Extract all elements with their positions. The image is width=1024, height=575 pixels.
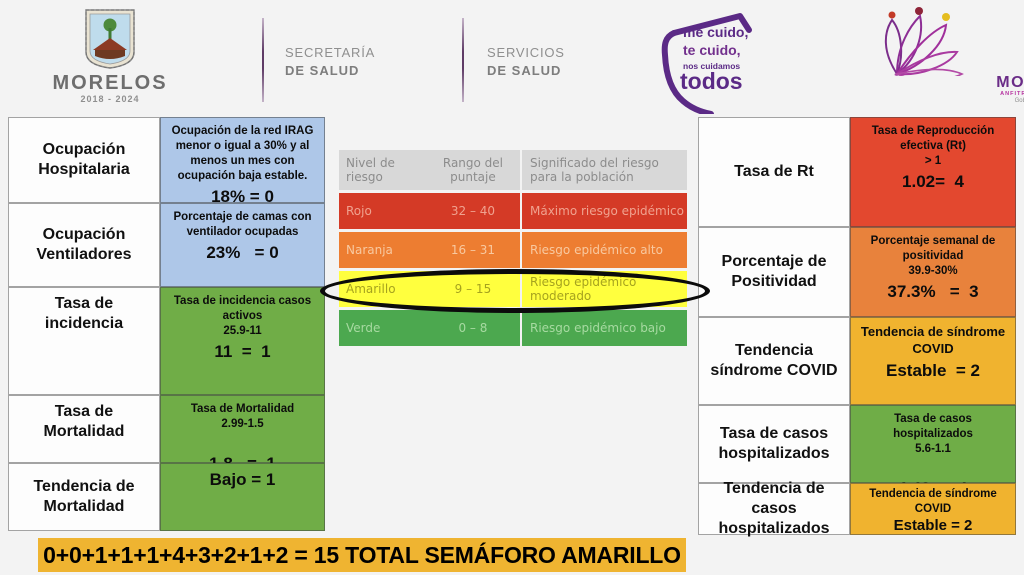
left-row-label: Ocupación Ventiladores (8, 203, 160, 287)
cell-value: 18% = 0 (211, 186, 274, 206)
me-cuido-line2: te cuido, (683, 42, 741, 58)
secretaria-line2: DE SALUD (285, 62, 360, 78)
right-indicators-table: Tasa de Rt Tasa de Reproducción efectiva… (698, 117, 1016, 537)
risk-legend-table: Nivel de riesgo Rango del puntaje Signif… (339, 150, 687, 346)
servicios-line2: DE SALUD (487, 62, 562, 78)
cell-description: Tasa de casos hospitalizados (893, 413, 973, 440)
cell-description: Tasa de incidencia casos activos (173, 295, 312, 322)
secretaria-line1: SECRETARÍA (285, 45, 376, 60)
cell-range: > 1 (924, 154, 942, 167)
risk-header-meaning: Significado del riesgo para la población (522, 150, 687, 190)
risk-row-left: Naranja 16 – 31 (339, 232, 520, 268)
cell-description: Ocupación de la red IRAG menor o igual a… (171, 125, 314, 182)
left-row-label: Tasa de incidencia (8, 287, 160, 395)
right-row-label: Tasa de casos hospitalizados (698, 405, 850, 483)
risk-header-left: Nivel de riesgo Rango del puntaje (339, 150, 520, 190)
cell-value: 23% = 0 (206, 242, 279, 262)
risk-row-left: Verde 0 – 8 (339, 310, 520, 346)
right-row-value-cell: Tasa de casos hospitalizados 5.6-1.1 4.4… (850, 405, 1016, 498)
cell-value: 11 = 1 (214, 341, 271, 361)
cell-value: Estable = 2 (893, 516, 973, 534)
risk-level: Verde (346, 321, 381, 335)
right-row-label: Tendencia síndrome COVID (698, 317, 850, 405)
risk-meaning: Riesgo epidémico alto (522, 232, 687, 268)
cell-description: Tendencia de síndrome COVID (860, 324, 1006, 356)
cell-description: Porcentaje de camas con ventilador ocupa… (173, 211, 312, 238)
right-row-value-cell: Tendencia de síndrome COVID Estable = 2 (850, 317, 1016, 405)
lotus-line3: Gobierno del Estado (1014, 98, 1024, 104)
coat-title: MORELOS (52, 72, 168, 94)
cell-description: Tasa de Reproducción efectiva (Rt) (871, 125, 995, 152)
lotus-line4: 2018 2024 (980, 105, 1024, 111)
cell-range: 39.9-30% (908, 264, 958, 277)
risk-header-level: Nivel de riesgo (346, 156, 395, 184)
left-row-label: Ocupación Hospitalaria (8, 117, 160, 203)
risk-range: 32 – 40 (450, 204, 496, 218)
left-indicators-table: Ocupación Hospitalaria Ocupación de la r… (8, 117, 325, 531)
risk-meaning: Riesgo epidémico bajo (522, 310, 687, 346)
lotus-flower-icon (884, 7, 964, 81)
right-row-value-cell: Porcentaje semanal de positividad 39.9-3… (850, 227, 1016, 317)
me-cuido-line3: nos cuidamos (683, 61, 741, 71)
right-row-value-cell: Tasa de Reproducción efectiva (Rt) > 1 1… (850, 117, 1016, 227)
left-row-label: Tasa de Mortalidad (8, 395, 160, 463)
secretaria-de-salud-wordmark: SECRETARÍA DE SALUD (285, 44, 375, 79)
risk-header-range: Rango del puntaje (442, 156, 504, 184)
risk-row-left: Rojo 32 – 40 (339, 193, 520, 229)
header-divider (462, 18, 464, 102)
servicios-de-salud-wordmark: SERVICIOS DE SALUD (487, 44, 565, 79)
cell-description: Porcentaje semanal de positividad (870, 235, 996, 262)
morelos-anfitrion-logo: MORELOS ANFITRIÓN DEL MUNDO Gobierno del… (856, 6, 1024, 114)
cell-value: Bajo = 1 (209, 470, 276, 489)
left-row-value-cell: Bajo = 1 (160, 463, 325, 531)
lotus-title: MORELOS (996, 74, 1024, 91)
total-semaforo-banner: 0+0+1+1+1+4+3+2+1+2 = 15 TOTAL SEMÁFORO … (38, 538, 686, 572)
cell-description: Tasa de Mortalidad (190, 403, 295, 415)
risk-range: 0 – 8 (458, 321, 488, 335)
right-row-label: Porcentaje de Positividad (698, 227, 850, 317)
cell-value: Estable = 2 (885, 360, 981, 380)
coat-subtitle: 2018 - 2024 (80, 94, 140, 104)
left-row-value-cell: Tasa de incidencia casos activos 25.9-11… (160, 287, 325, 395)
me-cuido-line1: me cuido, (683, 24, 749, 40)
risk-level: Naranja (346, 243, 393, 257)
risk-range: 16 – 31 (450, 243, 496, 257)
left-row-value-cell: Porcentaje de camas con ventilador ocupa… (160, 203, 325, 287)
servicios-line1: SERVICIOS (487, 45, 565, 60)
me-cuido-logo: me cuido, te cuido, nos cuidamos todos (650, 6, 768, 117)
risk-meaning: Máximo riesgo epidémico (522, 193, 687, 229)
shield-outline-icon (661, 13, 752, 117)
right-row-label: Tendencia de casos hospitalizados (698, 480, 850, 537)
me-cuido-line4: todos (680, 68, 743, 94)
header-divider (262, 18, 264, 102)
cell-range: 2.99-1.5 (221, 417, 264, 430)
right-row-label: Tasa de Rt (698, 117, 850, 227)
cell-value: 37.3% = 3 (887, 281, 979, 301)
morelos-coat-of-arms-icon (85, 9, 135, 69)
cell-range: 25.9-11 (223, 324, 262, 337)
left-row-value-cell: Tasa de Mortalidad 2.99-1.5 1.8 = 1 (160, 395, 325, 473)
left-row-label: Tendencia de Mortalidad (8, 463, 160, 531)
cell-description: Tendencia de síndrome COVID (869, 488, 997, 515)
left-row-value-cell: Ocupación de la red IRAG menor o igual a… (160, 117, 325, 206)
lotus-subtitle: ANFITRIÓN DEL MUNDO (1000, 91, 1024, 97)
highlight-ellipse (320, 269, 710, 313)
right-row-value-cell: Tendencia de síndrome COVID Estable = 2 (850, 483, 1016, 535)
risk-level: Rojo (346, 204, 372, 218)
cell-range: 5.6-1.1 (915, 442, 951, 455)
cell-value: 1.02= 4 (902, 171, 964, 191)
